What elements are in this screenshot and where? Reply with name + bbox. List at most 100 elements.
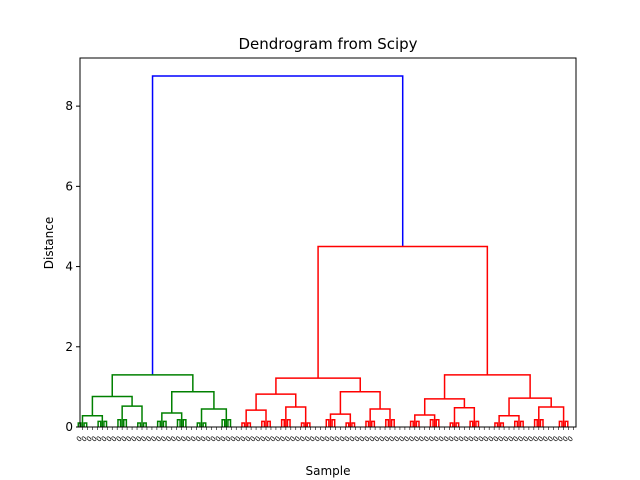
leaf-label-31: 0 xyxy=(229,435,238,444)
leaf-label-60: 0 xyxy=(373,435,382,444)
leaf-label-85: 0 xyxy=(497,435,506,444)
leaf-label-23: 0 xyxy=(189,435,198,444)
leaf-stub xyxy=(221,419,226,427)
dendrogram-links xyxy=(81,75,565,427)
leaf-stub xyxy=(103,420,108,427)
dendrogram-link-root xyxy=(151,75,404,375)
leaf-label-93: 0 xyxy=(536,435,545,444)
y-axis-label: Distance xyxy=(42,217,56,269)
leaf-label-22: 0 xyxy=(184,435,193,444)
x-axis-label: Sample xyxy=(306,464,351,478)
dendrogram-link-rB1 xyxy=(423,398,466,415)
leaf-stub xyxy=(83,422,88,427)
y-tick-label-8: 8 xyxy=(65,99,73,113)
dendrogram-link-rB2 xyxy=(508,397,552,416)
leaf-label-30: 0 xyxy=(224,435,233,444)
leaf-stub xyxy=(371,420,376,427)
leaf-label-50: 0 xyxy=(323,435,332,444)
leaf-label-84: 0 xyxy=(492,435,501,444)
leaf-label-92: 0 xyxy=(531,435,540,444)
leaf-label-98: 0 xyxy=(561,435,570,444)
leaf-label-56: 0 xyxy=(353,435,362,444)
leaf-label-12: 0 xyxy=(135,435,144,444)
dendrogram-link-rB22 xyxy=(538,406,565,427)
leaf-label-70: 0 xyxy=(422,435,431,444)
leaf-stub xyxy=(162,420,167,427)
leaf-label-45: 0 xyxy=(298,435,307,444)
leaf-label-28: 0 xyxy=(214,435,223,444)
leaf-label-75: 0 xyxy=(447,435,456,444)
leaf-label-9: 0 xyxy=(120,435,129,444)
dendrogram-link-g4 xyxy=(81,415,104,427)
leaf-label-7: 0 xyxy=(110,435,119,444)
y-tick-label-6: 6 xyxy=(65,179,73,193)
leaf-label-27: 0 xyxy=(209,435,218,444)
leaf-label-87: 0 xyxy=(507,435,516,444)
leaf-label-43: 0 xyxy=(288,435,297,444)
leaf-label-17: 0 xyxy=(159,435,168,444)
leaf-stub xyxy=(469,420,474,427)
leaf-stub xyxy=(176,419,181,427)
y-axis-ticks: 0 2 4 6 8 xyxy=(65,99,80,434)
leaf-stub xyxy=(137,422,142,427)
dendrogram-link-rB21 xyxy=(498,415,520,427)
leaf-stub xyxy=(182,419,187,427)
leaf-label-79: 0 xyxy=(467,435,476,444)
leaf-label-47: 0 xyxy=(308,435,317,444)
leaf-stub xyxy=(97,420,102,427)
leaf-stub xyxy=(196,422,201,427)
leaf-label-91: 0 xyxy=(526,435,535,444)
leaf-stub xyxy=(266,420,271,427)
leaf-stub xyxy=(564,420,569,427)
leaf-stub xyxy=(227,419,232,427)
dendrogram-link-g5 xyxy=(121,405,143,427)
leaf-label-49: 0 xyxy=(318,435,327,444)
leaf-label-5: 0 xyxy=(100,435,109,444)
leaf-label-83: 0 xyxy=(487,435,496,444)
plot-frame xyxy=(79,57,577,428)
leaf-label-68: 0 xyxy=(412,435,421,444)
leaf-label-54: 0 xyxy=(343,435,352,444)
leaf-label-36: 0 xyxy=(254,435,263,444)
dendrogram-link-rA21 xyxy=(329,413,352,427)
leaf-label-82: 0 xyxy=(482,435,491,444)
leaf-stub xyxy=(390,419,395,427)
leaf-label-80: 0 xyxy=(472,435,481,444)
leaf-label-4: 0 xyxy=(95,435,104,444)
leaf-stub xyxy=(286,419,291,427)
leaf-label-64: 0 xyxy=(393,435,402,444)
leaf-stub xyxy=(261,420,266,427)
leaf-stub xyxy=(415,420,420,427)
leaf-stub xyxy=(558,420,563,427)
leaf-label-71: 0 xyxy=(427,435,436,444)
leaf-label-66: 0 xyxy=(402,435,411,444)
leaf-stub xyxy=(409,420,414,427)
leaf-label-95: 0 xyxy=(546,435,555,444)
leaf-stub xyxy=(533,419,538,427)
dendrogram-link-rA11 xyxy=(245,409,267,427)
leaf-stub xyxy=(539,419,544,427)
leaf-stub xyxy=(156,420,161,427)
leaf-label-58: 0 xyxy=(363,435,372,444)
leaf-label-89: 0 xyxy=(517,435,526,444)
leaf-label-19: 0 xyxy=(169,435,178,444)
leaf-label-76: 0 xyxy=(452,435,461,444)
leaf-label-34: 0 xyxy=(244,435,253,444)
leaf-label-63: 0 xyxy=(388,435,397,444)
leaf-label-0: 0 xyxy=(75,435,84,444)
dendrogram-link-rB xyxy=(443,374,531,399)
leaf-label-59: 0 xyxy=(368,435,377,444)
leaf-label-6: 0 xyxy=(105,435,114,444)
leaf-label-96: 0 xyxy=(551,435,560,444)
leaf-stub xyxy=(365,420,370,427)
leaf-label-20: 0 xyxy=(174,435,183,444)
dendrogram-link-rA22 xyxy=(369,408,391,427)
dendrogram-link-rA12 xyxy=(285,406,307,427)
leaf-label-24: 0 xyxy=(194,435,203,444)
leaf-label-14: 0 xyxy=(145,435,154,444)
dendrogram-link-g3 xyxy=(171,390,215,413)
dendrogram-link-g2 xyxy=(91,395,133,416)
leaf-stub xyxy=(306,422,311,427)
leaf-label-38: 0 xyxy=(264,435,273,444)
leaf-label-8: 0 xyxy=(115,435,124,444)
